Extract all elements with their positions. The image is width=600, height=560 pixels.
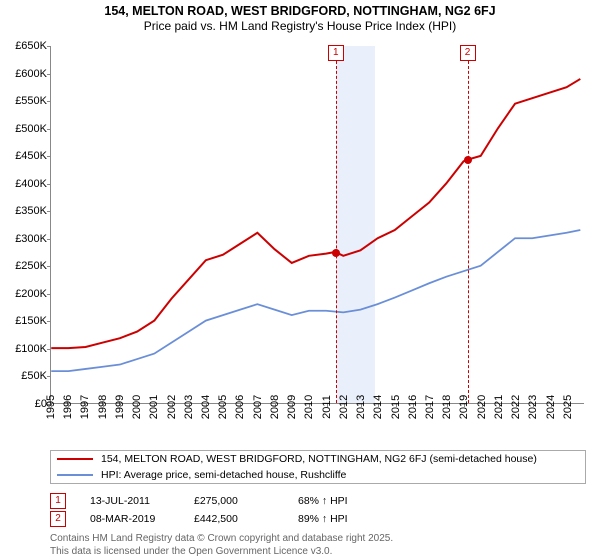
y-tick-label: £550K xyxy=(1,95,47,107)
transaction-hpi-delta: 89% ↑ HPI xyxy=(298,513,378,525)
footer-line: Contains HM Land Registry data © Crown c… xyxy=(50,533,393,546)
transaction-dot xyxy=(332,249,340,257)
transaction-price: £442,500 xyxy=(194,513,274,525)
y-tick-label: £200K xyxy=(1,288,47,300)
transaction-marker-icon: 2 xyxy=(50,511,66,527)
line-series-layer xyxy=(51,46,584,403)
y-tick-label: £50K xyxy=(1,370,47,382)
y-tick-label: £0 xyxy=(1,398,47,410)
transaction-marker-box: 2 xyxy=(460,45,476,61)
y-tick-label: £150K xyxy=(1,315,47,327)
chart-area: £0£50K£100K£150K£200K£250K£300K£350K£400… xyxy=(50,46,584,404)
y-tick-label: £350K xyxy=(1,205,47,217)
series-line-property xyxy=(51,79,580,348)
transaction-price: £275,000 xyxy=(194,495,274,507)
plot-region: £0£50K£100K£150K£200K£250K£300K£350K£400… xyxy=(50,46,584,404)
series-line-hpi xyxy=(51,230,580,371)
transaction-marker-icon: 1 xyxy=(50,493,66,509)
transactions: 1 13-JUL-2011 £275,000 68% ↑ HPI 2 08-MA… xyxy=(50,492,584,528)
transaction-marker-line xyxy=(336,46,337,403)
y-tick-label: £250K xyxy=(1,260,47,272)
y-tick-label: £100K xyxy=(1,343,47,355)
y-tick-label: £300K xyxy=(1,233,47,245)
y-axis: £0£50K£100K£150K£200K£250K£300K£350K£400… xyxy=(1,46,47,403)
chart-title: 154, MELTON ROAD, WEST BRIDGFORD, NOTTIN… xyxy=(0,0,600,18)
transaction-row: 1 13-JUL-2011 £275,000 68% ↑ HPI xyxy=(50,492,584,510)
transaction-dot xyxy=(464,156,472,164)
y-tick-label: £650K xyxy=(1,40,47,52)
y-tick-label: £450K xyxy=(1,150,47,162)
transaction-date: 13-JUL-2011 xyxy=(90,495,170,507)
legend-label: 154, MELTON ROAD, WEST BRIDGFORD, NOTTIN… xyxy=(101,453,537,465)
footer: Contains HM Land Registry data © Crown c… xyxy=(50,533,393,558)
legend-item-hpi: HPI: Average price, semi-detached house,… xyxy=(51,467,585,483)
y-tick-label: £400K xyxy=(1,178,47,190)
legend-swatch xyxy=(57,458,93,460)
y-tick-label: £500K xyxy=(1,123,47,135)
transaction-hpi-delta: 68% ↑ HPI xyxy=(298,495,378,507)
transaction-marker-box: 1 xyxy=(328,45,344,61)
transaction-row: 2 08-MAR-2019 £442,500 89% ↑ HPI xyxy=(50,510,584,528)
y-tick-label: £600K xyxy=(1,68,47,80)
chart-subtitle: Price paid vs. HM Land Registry's House … xyxy=(0,18,600,33)
legend-label: HPI: Average price, semi-detached house,… xyxy=(101,469,346,481)
transaction-marker-line xyxy=(468,46,469,403)
footer-line: This data is licensed under the Open Gov… xyxy=(50,546,393,559)
x-axis: 1995199619971998199920002001200220032004… xyxy=(51,403,584,449)
chart-container: 154, MELTON ROAD, WEST BRIDGFORD, NOTTIN… xyxy=(0,0,600,560)
transaction-date: 08-MAR-2019 xyxy=(90,513,170,525)
legend: 154, MELTON ROAD, WEST BRIDGFORD, NOTTIN… xyxy=(50,450,586,484)
legend-swatch xyxy=(57,474,93,476)
legend-item-property: 154, MELTON ROAD, WEST BRIDGFORD, NOTTIN… xyxy=(51,451,585,467)
